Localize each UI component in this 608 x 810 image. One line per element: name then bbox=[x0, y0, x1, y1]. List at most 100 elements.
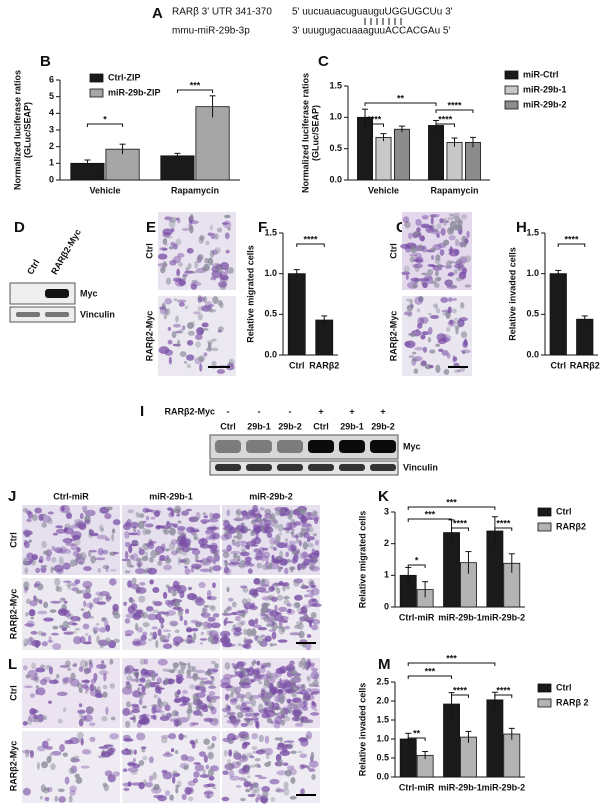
cell bbox=[213, 550, 218, 559]
cell bbox=[191, 549, 201, 556]
cell bbox=[124, 541, 131, 548]
cell bbox=[412, 351, 417, 355]
cell bbox=[212, 786, 217, 790]
cell bbox=[147, 567, 158, 575]
band bbox=[370, 440, 396, 453]
cell bbox=[158, 688, 162, 695]
cell bbox=[107, 747, 115, 756]
y-tick-label: 0.5 bbox=[526, 309, 539, 319]
cell bbox=[123, 601, 128, 606]
cell bbox=[193, 516, 198, 523]
cell bbox=[224, 662, 231, 670]
cell bbox=[103, 619, 109, 629]
cell bbox=[249, 696, 253, 702]
cell bbox=[54, 547, 63, 554]
cell bbox=[243, 526, 248, 532]
cell bbox=[462, 350, 466, 355]
cell bbox=[22, 557, 28, 566]
cell bbox=[195, 692, 206, 698]
cell bbox=[251, 732, 258, 740]
cell bbox=[235, 785, 242, 788]
y-tick-label: 0.5 bbox=[329, 143, 342, 153]
cell bbox=[135, 710, 139, 713]
cell bbox=[235, 719, 241, 723]
cell bbox=[172, 770, 178, 776]
y-tick-label: 0.0 bbox=[376, 771, 389, 781]
cell bbox=[75, 776, 83, 784]
cell bbox=[252, 712, 260, 716]
cell bbox=[34, 673, 38, 681]
cell bbox=[417, 322, 423, 329]
cell bbox=[178, 733, 184, 741]
cell bbox=[297, 513, 306, 520]
cell bbox=[179, 351, 187, 357]
band bbox=[308, 440, 334, 453]
y-tick-label: 0 bbox=[384, 601, 389, 611]
cell bbox=[50, 763, 56, 771]
cell bbox=[149, 556, 154, 563]
cell bbox=[58, 556, 64, 565]
cell bbox=[237, 555, 241, 562]
cell bbox=[283, 781, 289, 790]
cell bbox=[165, 668, 171, 673]
band-label: Vinculin bbox=[80, 309, 115, 319]
cell bbox=[82, 509, 87, 513]
cell bbox=[230, 686, 237, 694]
cell bbox=[212, 565, 222, 572]
cell bbox=[131, 708, 141, 714]
cell bbox=[78, 522, 87, 531]
cell bbox=[262, 551, 271, 559]
cell bbox=[311, 587, 320, 596]
cell bbox=[465, 255, 471, 263]
cell bbox=[193, 632, 197, 641]
cell bbox=[195, 621, 202, 628]
cell bbox=[156, 525, 165, 529]
cell bbox=[163, 564, 172, 571]
x-tick-label: Vehicle bbox=[368, 185, 399, 195]
cell bbox=[59, 744, 65, 752]
cell bbox=[244, 712, 253, 717]
cell bbox=[67, 667, 72, 671]
cell bbox=[252, 782, 258, 788]
cell bbox=[242, 765, 250, 773]
cell bbox=[289, 632, 301, 636]
cell bbox=[287, 700, 291, 704]
cell bbox=[174, 278, 185, 287]
micrograph bbox=[21, 731, 120, 803]
cell bbox=[236, 661, 245, 669]
cell bbox=[164, 704, 171, 712]
cell bbox=[275, 534, 281, 543]
cell bbox=[276, 542, 287, 549]
panel-label: C bbox=[318, 53, 329, 70]
cell bbox=[251, 660, 257, 665]
cell bbox=[83, 714, 93, 722]
cell bbox=[183, 542, 190, 548]
cell bbox=[172, 277, 183, 282]
cell bbox=[212, 513, 221, 520]
significance-label: **** bbox=[438, 114, 453, 124]
cell bbox=[38, 559, 43, 563]
cell bbox=[209, 309, 217, 313]
bar bbox=[486, 699, 504, 778]
cell bbox=[79, 513, 84, 520]
cell bbox=[219, 630, 231, 638]
cell bbox=[62, 562, 71, 570]
significance-label: **** bbox=[496, 518, 511, 528]
cell bbox=[80, 737, 84, 746]
cell bbox=[293, 578, 304, 584]
cell bbox=[240, 669, 246, 678]
cell bbox=[217, 299, 223, 306]
cell bbox=[309, 592, 314, 598]
cell bbox=[58, 796, 66, 803]
cell bbox=[209, 526, 220, 530]
significance-label: ** bbox=[413, 728, 421, 738]
cell bbox=[149, 684, 157, 688]
cell bbox=[22, 721, 28, 726]
cell bbox=[241, 753, 247, 760]
cell bbox=[269, 561, 273, 569]
cell bbox=[410, 245, 417, 254]
cell bbox=[211, 338, 217, 342]
cell bbox=[22, 665, 28, 671]
cell bbox=[212, 582, 216, 589]
cell bbox=[294, 684, 305, 689]
